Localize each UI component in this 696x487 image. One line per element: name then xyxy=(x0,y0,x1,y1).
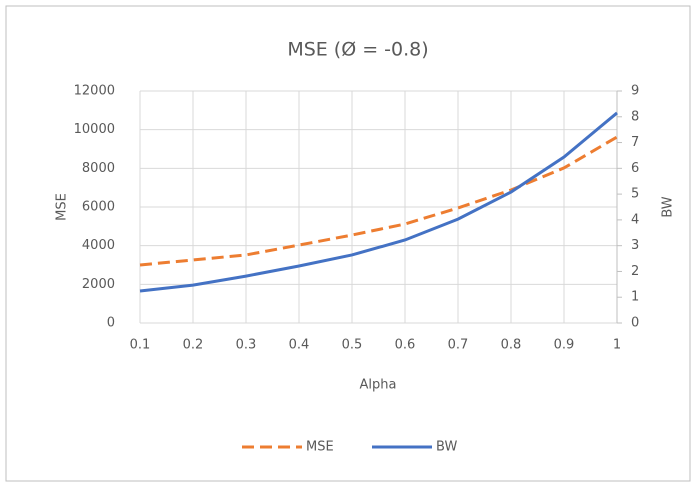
y2-tick-label: 3 xyxy=(631,238,639,253)
y2-tick-label: 9 xyxy=(631,84,639,99)
x-tick-label: 0.7 xyxy=(448,338,469,353)
y-tick-label: 0 xyxy=(107,316,115,331)
chart-frame xyxy=(5,5,691,482)
y2-tick-label: 2 xyxy=(631,264,639,279)
y2-tick-label: 7 xyxy=(631,135,639,150)
x-tick-label: 0.9 xyxy=(554,338,575,353)
y-tick-label: 6000 xyxy=(82,200,115,215)
line-series xyxy=(139,135,618,267)
x-tick-label: 0.8 xyxy=(501,338,522,353)
y2-tick-label: 0 xyxy=(631,316,639,331)
y2-tick-label: 5 xyxy=(631,187,639,202)
x-axis-label: Alpha xyxy=(360,378,397,393)
legend-label: MSE xyxy=(306,440,334,455)
y-tick-label: 12000 xyxy=(74,84,115,99)
y2-tick-label: 6 xyxy=(631,161,639,176)
y2-axis-label: BW xyxy=(661,196,676,217)
chart-title: MSE (Ø = -0.8) xyxy=(287,39,428,61)
line-series xyxy=(139,111,618,293)
x-tick-label: 0.2 xyxy=(183,338,204,353)
x-tick-label: 0.3 xyxy=(236,338,257,353)
y2-tick-label: 1 xyxy=(631,290,639,305)
y-tick-label: 8000 xyxy=(82,161,115,176)
x-tick-label: 1 xyxy=(613,338,621,353)
y-tick-label: 4000 xyxy=(82,238,115,253)
y-axis-label: MSE xyxy=(55,193,70,221)
y-tick-label: 10000 xyxy=(74,122,115,137)
legend-label: BW xyxy=(436,440,457,455)
x-tick-label: 0.4 xyxy=(289,338,310,353)
x-tick-label: 0.1 xyxy=(130,338,151,353)
x-tick-label: 0.6 xyxy=(395,338,416,353)
y-tick-label: 2000 xyxy=(82,277,115,292)
y2-tick-label: 8 xyxy=(631,109,639,124)
x-tick-label: 0.5 xyxy=(342,338,363,353)
y2-tick-label: 4 xyxy=(631,212,639,227)
